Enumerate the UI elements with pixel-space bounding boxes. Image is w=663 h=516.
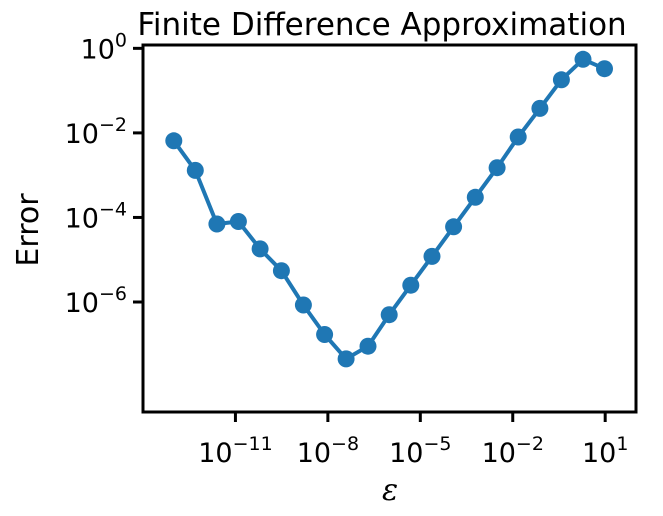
data-point: [337, 350, 355, 368]
plot-frame: [141, 43, 638, 414]
x-tick-label: 101: [582, 433, 628, 469]
data-point: [552, 71, 570, 89]
data-point: [574, 50, 592, 68]
x-tick-label: 10−5: [389, 433, 451, 469]
x-tick-label: 10−8: [297, 433, 359, 469]
data-point: [208, 215, 226, 233]
data-point: [596, 60, 613, 78]
data-point: [186, 161, 204, 179]
x-axis-label: ε: [382, 473, 398, 508]
x-tick-label: 10−11: [198, 433, 272, 469]
y-tick-label: 10−4: [65, 198, 127, 234]
data-point: [402, 276, 420, 294]
y-axis-label: Error: [11, 193, 46, 267]
data-point: [272, 262, 290, 280]
y-tick-label: 10−2: [65, 114, 127, 150]
data-point: [531, 99, 549, 117]
data-point: [380, 306, 398, 324]
data-point: [488, 159, 506, 177]
series-group: [165, 50, 613, 368]
data-point: [509, 128, 527, 146]
data-point: [229, 213, 247, 230]
x-axis: 10−11 10−8 10−5 10−2 101: [198, 412, 628, 469]
data-point: [294, 296, 312, 314]
data-point: [251, 240, 269, 258]
chart-title: Finite Difference Approximation: [137, 7, 626, 43]
y-axis: 100 10−2 10−4 10−6: [65, 29, 143, 319]
y-tick-label: 100: [81, 29, 127, 65]
data-point: [466, 188, 484, 206]
data-point: [359, 337, 377, 355]
data-point: [445, 218, 463, 236]
data-point: [423, 247, 441, 265]
data-point: [165, 132, 183, 150]
y-tick-label: 10−6: [65, 283, 127, 319]
x-tick-label: 10−2: [482, 433, 544, 469]
data-point: [316, 326, 334, 343]
